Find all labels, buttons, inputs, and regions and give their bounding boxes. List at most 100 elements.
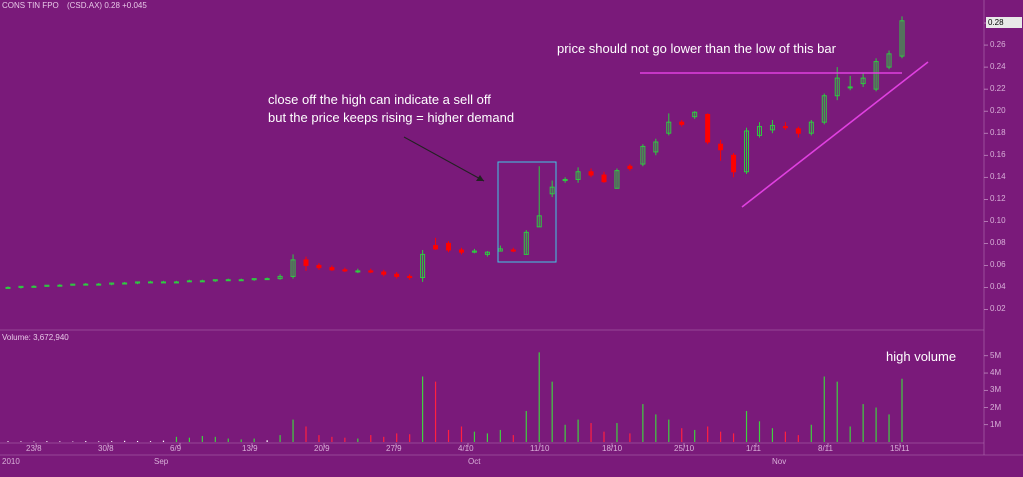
candle-down <box>510 249 516 252</box>
candle-up <box>173 281 179 284</box>
candle-up <box>212 279 218 282</box>
candle-up <box>199 280 205 283</box>
candle-down <box>627 165 633 169</box>
candle-down <box>407 275 413 279</box>
candle-down <box>368 270 374 273</box>
annotation-arrow <box>403 136 485 182</box>
volume-tick-label: 4M <box>990 368 1002 378</box>
candle-up <box>5 286 11 289</box>
candle-up <box>575 171 581 180</box>
candle-down <box>731 154 737 173</box>
candle-up <box>536 215 542 228</box>
price-tick-label: 0.08 <box>990 238 1006 248</box>
price-tick-label: 0.20 <box>990 106 1006 116</box>
period-label: Sep <box>154 457 169 466</box>
price-tick-label: 0.12 <box>990 194 1006 204</box>
candle-up <box>562 178 568 182</box>
price-tick-label: 0.26 <box>990 40 1006 50</box>
candle-up <box>873 61 879 90</box>
candle-up <box>808 121 814 134</box>
highlight-box <box>497 161 557 263</box>
candle-up <box>18 285 24 288</box>
candle-up <box>355 270 361 273</box>
date-tick-label: 4/10 <box>458 444 474 453</box>
volume-tick-label: 2M <box>990 402 1002 412</box>
candle-up <box>484 251 490 255</box>
annotation-low-bar: price should not go lower than the low o… <box>557 41 836 56</box>
price-tick-label: 0.02 <box>990 304 1006 314</box>
candle-down <box>381 271 387 275</box>
candle-up <box>549 186 555 195</box>
candle-up <box>238 279 244 282</box>
candle-up <box>744 130 750 173</box>
symbol-quote: (CSD.AX) 0.28 +0.045 <box>66 1 147 10</box>
candle-down <box>588 171 594 176</box>
annotation-sell-off-line2: but the price keeps rising = higher dema… <box>268 110 515 125</box>
annotation-arrowhead <box>476 175 484 181</box>
period-label: 2010 <box>2 457 20 466</box>
candle-down <box>329 267 335 271</box>
candle-up <box>290 259 296 277</box>
volume-tick-label: 5M <box>990 350 1002 360</box>
candle-up <box>70 283 76 286</box>
candle-up <box>860 77 866 85</box>
candle-up <box>834 77 840 97</box>
security-name: CONS TIN FPO <box>2 1 59 10</box>
price-tick-label: 0.24 <box>990 62 1006 72</box>
candle-up <box>769 124 775 131</box>
price-tick-label: 0.06 <box>990 260 1006 270</box>
candle-up <box>186 280 192 283</box>
price-tick-label: 0.10 <box>990 216 1006 226</box>
chart-header: CONS TIN FPO (CSD.AX) 0.28 +0.045 <box>2 1 147 10</box>
candle-down <box>782 126 788 129</box>
period-label: Nov <box>772 457 787 466</box>
annotation-high-volume: high volume <box>886 349 957 364</box>
price-tick-label: 0.14 <box>990 172 1006 182</box>
candle-down <box>446 242 452 251</box>
date-tick-label: 1/11 <box>746 444 761 453</box>
volume-tick-label: 3M <box>990 385 1002 395</box>
candle-up <box>122 282 128 285</box>
candle-up <box>640 145 646 165</box>
candle-up <box>899 20 905 57</box>
candle-up <box>821 95 827 123</box>
candle-up <box>109 282 115 285</box>
price-tick-label: 0.04 <box>990 282 1006 292</box>
candle-down <box>705 113 711 143</box>
candle-up <box>420 253 426 279</box>
candle-down <box>342 269 348 272</box>
price-tick-label: 0.22 <box>990 84 1006 94</box>
candle-up <box>31 285 37 288</box>
candle-up <box>756 126 762 136</box>
candle-up <box>148 281 154 284</box>
candle-down <box>303 259 309 266</box>
current-price-marker: 0.28 <box>986 17 1022 29</box>
price-tick-label: 0.18 <box>990 128 1006 138</box>
candle-up <box>471 250 477 253</box>
date-tick-label: 6/9 <box>170 444 182 453</box>
candle-up <box>847 86 853 89</box>
candle-up <box>44 284 50 287</box>
candle-up <box>135 281 141 284</box>
candle-up <box>666 121 672 134</box>
candle-up <box>160 281 166 284</box>
date-tick-label: 11/10 <box>530 444 550 453</box>
candle-up <box>614 170 620 189</box>
date-tick-label: 8/11 <box>818 444 833 453</box>
date-tick-label: 13/9 <box>242 444 258 453</box>
date-tick-label: 27/9 <box>386 444 402 453</box>
annotation-sell-off-line1: close off the high can indicate a sell o… <box>268 92 491 107</box>
candle-down <box>433 245 439 250</box>
candle-up <box>57 284 63 287</box>
candle-up <box>692 111 698 118</box>
candle-up <box>251 278 257 281</box>
candle-up <box>523 231 529 255</box>
trend-line <box>741 61 929 208</box>
volume-tick-label: 1M <box>990 419 1002 429</box>
candle-down <box>316 264 322 269</box>
candle-up <box>96 283 102 286</box>
candle-up <box>225 279 231 282</box>
volume-label: Volume: 3,672,940 <box>2 333 69 342</box>
price-tick-label: 0.16 <box>990 150 1006 160</box>
